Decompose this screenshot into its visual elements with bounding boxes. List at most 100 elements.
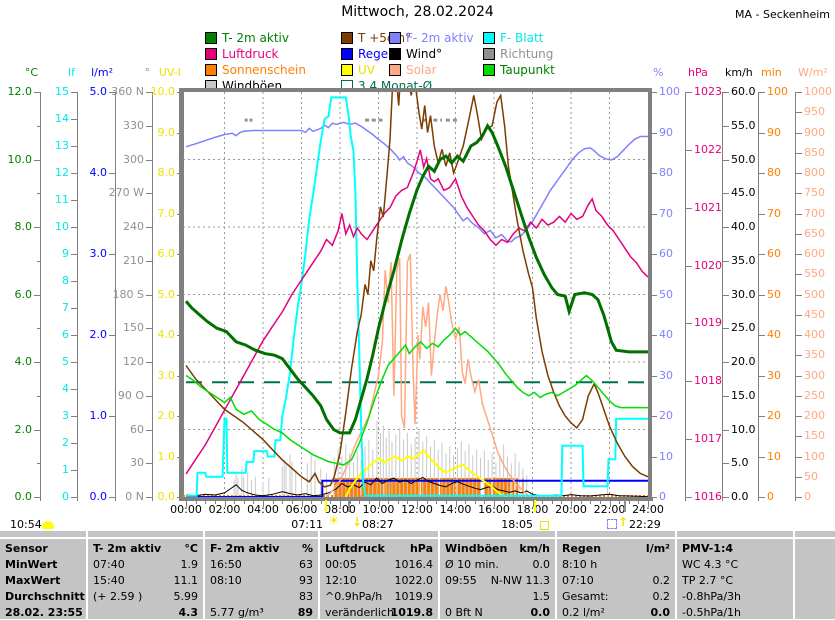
axis-tick bbox=[723, 294, 729, 296]
row-label-text: MaxWert bbox=[5, 574, 61, 587]
table-cap bbox=[440, 531, 555, 537]
x-axis-tick bbox=[484, 501, 486, 504]
legend-label: Richtung bbox=[500, 47, 554, 61]
axis-tick bbox=[796, 132, 802, 134]
table-header-row: Luftdruck hPa bbox=[320, 541, 438, 557]
axis-unit-km/h: km/h bbox=[725, 66, 753, 79]
axis-tick bbox=[146, 463, 152, 465]
axis-tick-label: 50 bbox=[804, 469, 818, 483]
axis-tick bbox=[759, 213, 765, 215]
x-axis-tick bbox=[282, 501, 284, 504]
cell-label: 08:10 bbox=[210, 574, 242, 587]
x-axis-label: 16:00 bbox=[478, 503, 510, 516]
table-col-f-2m-aktiv: F- 2m aktiv% 16:50 63 08:10 93 83 5.77 g/m³ 89 bbox=[205, 539, 318, 619]
axis-tick bbox=[796, 476, 802, 478]
axis-unit-UV-I: UV-I bbox=[158, 66, 181, 79]
axis-tick bbox=[686, 265, 692, 267]
legend-label: Wind° bbox=[406, 47, 443, 61]
x-axis-tick bbox=[349, 501, 351, 504]
table-row: WC 4.3 °C bbox=[677, 557, 793, 573]
axis-unit-hPa: hPa bbox=[688, 66, 708, 79]
legend-label: Solar bbox=[406, 63, 437, 77]
x-axis-tick bbox=[426, 501, 428, 504]
axis-tick bbox=[686, 439, 692, 441]
axis-unit-°C: °C bbox=[24, 66, 38, 79]
x-axis-tick bbox=[436, 501, 438, 504]
table-cap bbox=[0, 531, 86, 537]
x-axis-label: 00:00 bbox=[170, 503, 202, 516]
cell-value: 0.0 bbox=[530, 606, 551, 619]
axis-tick-label: 100 bbox=[659, 85, 680, 98]
axis-tick bbox=[759, 375, 765, 377]
moon-icon bbox=[42, 521, 54, 529]
x-axis-label: 10:00 bbox=[362, 503, 395, 516]
axis-tick bbox=[723, 463, 729, 465]
axis-tick-label: 600 bbox=[804, 247, 825, 260]
table-row: Gesamt: 0.2 bbox=[557, 589, 675, 605]
axis-tick bbox=[759, 335, 765, 336]
axis-tick-label: 14 bbox=[55, 112, 69, 125]
cell-label: -0.5hPa/1h bbox=[682, 606, 741, 619]
axis-tick-label: 10.0 bbox=[7, 152, 33, 166]
axis-minor-tick bbox=[37, 294, 40, 296]
axis-tick bbox=[723, 125, 729, 127]
table-row: 08:10 93 bbox=[205, 573, 318, 589]
table-row: 00:05 1016.4 bbox=[320, 557, 438, 573]
axis-tick bbox=[71, 119, 77, 120]
axis-tick-label: 90 bbox=[767, 125, 781, 139]
axis-tick-label: 450 bbox=[804, 307, 825, 321]
axis-tick-label: 1020 bbox=[694, 258, 722, 272]
axis-tick bbox=[109, 254, 115, 255]
axis-tick bbox=[796, 254, 802, 255]
axis-tick bbox=[796, 314, 802, 316]
axis-tick bbox=[71, 443, 77, 444]
axis-tick-label: 5.0 bbox=[731, 456, 749, 470]
axis-minor-tick bbox=[37, 92, 40, 93]
axis-tick bbox=[723, 227, 729, 228]
cell-value: 0.0 bbox=[650, 606, 671, 619]
sunrise-sun-icon: ☀ bbox=[328, 514, 340, 529]
axis-tick-label: 700 bbox=[804, 206, 825, 220]
x-axis-tick bbox=[272, 501, 274, 504]
axis-tick bbox=[651, 456, 657, 458]
x-axis-label: 14:00 bbox=[439, 503, 472, 516]
legend-swatch-t-5cm- bbox=[341, 32, 353, 44]
table-row: veränderlich 1019.8 bbox=[320, 605, 438, 620]
axis-tick-label: 30 bbox=[659, 368, 673, 382]
axis-tick bbox=[109, 497, 115, 498]
axis-tick-label: 9.0 bbox=[157, 125, 176, 139]
legend-label: Sonnenschein bbox=[222, 63, 306, 77]
cell-value: 0.0 bbox=[532, 558, 551, 571]
axis-tick-label: 350 bbox=[804, 348, 825, 362]
x-axis-tick bbox=[638, 501, 640, 504]
axis-tick-label: 5.0 bbox=[157, 287, 176, 301]
axis-tick bbox=[651, 213, 657, 215]
axis-tick-label: 15 bbox=[55, 85, 69, 98]
axis-tick-label: 750 bbox=[804, 186, 825, 200]
table-row-label: Sensor bbox=[0, 541, 86, 557]
axis-tick-label: 8 bbox=[62, 274, 69, 287]
x-axis-tick bbox=[445, 501, 447, 504]
col-unit: °C bbox=[184, 542, 198, 555]
axis-tick-label: 150 bbox=[804, 429, 825, 443]
axis-tick-label: 10 bbox=[55, 220, 69, 233]
x-axis-tick bbox=[368, 501, 370, 504]
x-axis-label: 12:00 bbox=[401, 503, 433, 516]
axis-tick-label: 30 bbox=[130, 456, 144, 470]
legend-label: F- Blatt bbox=[500, 31, 544, 45]
axis-tick-label: 30.0 bbox=[731, 287, 756, 301]
table-row: 07:10 0.2 bbox=[557, 573, 675, 589]
axis-tick bbox=[796, 395, 802, 397]
axis-tick-label: 6.0 bbox=[14, 287, 33, 301]
legend-label: Taupunkt bbox=[500, 63, 555, 77]
axis-tick-label: 0 bbox=[804, 490, 811, 503]
axis-tick bbox=[796, 335, 802, 336]
axis-line-km/h bbox=[722, 92, 723, 501]
cell-value: 0.2 bbox=[652, 590, 671, 603]
axis-tick-label: 10 bbox=[767, 449, 781, 463]
x-axis-tick bbox=[205, 501, 207, 504]
legend-swatch-richtung bbox=[483, 48, 495, 60]
axis-tick bbox=[71, 92, 77, 93]
axis-minor-tick bbox=[37, 395, 40, 397]
legend-label: Regen bbox=[358, 47, 396, 61]
